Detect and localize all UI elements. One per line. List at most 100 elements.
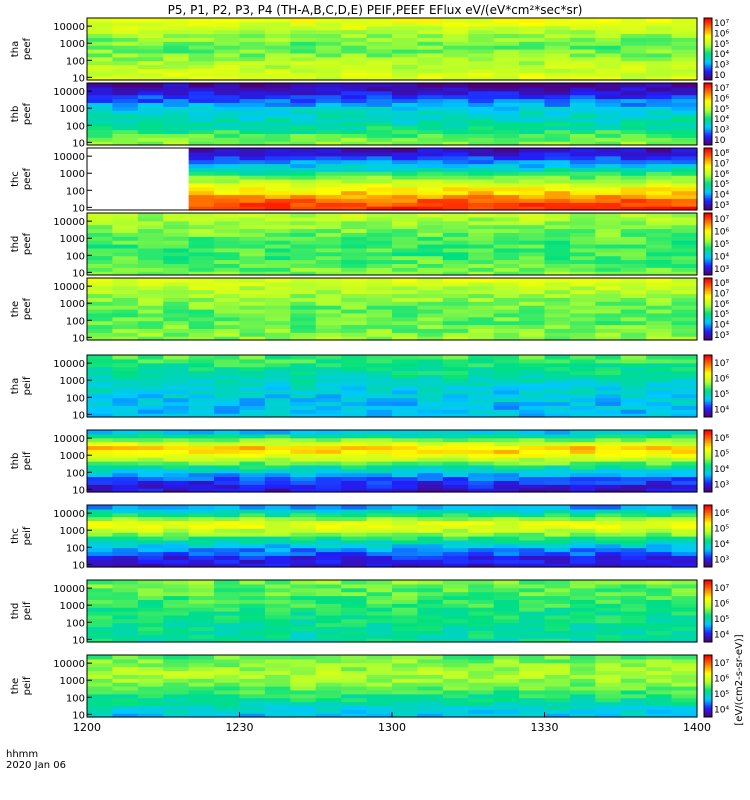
heatmap-cell xyxy=(493,60,520,66)
heatmap-cell xyxy=(595,464,622,470)
heatmap-cell xyxy=(290,697,317,703)
heatmap-cell xyxy=(442,528,469,533)
heatmap-cell xyxy=(290,102,317,107)
heatmap-cell xyxy=(620,705,647,710)
heatmap-cell xyxy=(519,666,546,672)
heatmap-cell xyxy=(417,678,444,683)
heatmap-cell xyxy=(569,151,596,157)
heatmap-cell xyxy=(315,90,342,96)
heatmap-cell xyxy=(442,110,469,115)
heatmap-cell xyxy=(646,445,673,450)
heatmap-cell xyxy=(595,587,622,593)
heatmap-cell xyxy=(188,171,215,176)
heatmap-cell xyxy=(595,175,622,180)
heatmap-cell xyxy=(569,117,596,123)
heatmap-cell xyxy=(366,468,393,474)
heatmap-cell xyxy=(341,374,368,379)
heatmap-cell xyxy=(646,206,673,211)
heatmap-cell xyxy=(239,607,266,612)
y-tick-label: 10000 xyxy=(53,87,85,98)
heatmap-cell xyxy=(188,607,215,612)
heatmap-cell xyxy=(595,305,622,310)
heatmap-cell xyxy=(366,559,393,564)
heatmap-cell xyxy=(468,175,495,180)
heatmap-cell xyxy=(519,445,546,450)
heatmap-cell xyxy=(417,216,444,222)
heatmap-cell xyxy=(417,21,444,27)
colorbar-segment xyxy=(704,179,712,182)
heatmap-cell xyxy=(595,441,622,447)
heatmap-cell xyxy=(239,271,266,276)
heatmap-cell xyxy=(671,110,698,115)
heatmap-cell xyxy=(137,401,164,406)
colorbar-segment xyxy=(704,154,712,157)
heatmap-cell xyxy=(264,709,291,714)
heatmap-cell xyxy=(468,413,495,418)
heatmap-cell xyxy=(366,202,393,207)
heatmap-cell xyxy=(620,240,647,245)
heatmap-cell xyxy=(468,713,495,718)
heatmap-cell xyxy=(366,25,393,31)
heatmap-cell xyxy=(163,678,190,683)
colorbar-segment xyxy=(704,304,712,307)
heatmap-cell xyxy=(493,255,520,261)
heatmap-cell xyxy=(341,355,368,360)
heatmap-cell xyxy=(646,449,673,454)
heatmap-cell xyxy=(264,634,291,639)
heatmap-cell xyxy=(519,705,546,710)
heatmap-cell xyxy=(214,289,241,295)
heatmap-cell xyxy=(468,141,495,146)
heatmap-cell xyxy=(315,281,342,287)
heatmap-cell xyxy=(315,328,342,333)
heatmap-cell xyxy=(493,90,520,96)
heatmap-cell xyxy=(366,259,393,264)
heatmap-cell xyxy=(620,362,647,368)
heatmap-cell xyxy=(315,94,342,100)
heatmap-cell xyxy=(544,488,571,493)
heatmap-cell xyxy=(468,83,495,88)
heatmap-cell xyxy=(137,701,164,706)
heatmap-cell xyxy=(569,33,596,38)
heatmap-cell xyxy=(493,464,520,470)
heatmap-cell xyxy=(595,255,622,261)
heatmap-cell xyxy=(87,445,114,450)
heatmap-cell xyxy=(392,397,419,403)
heatmap-cell xyxy=(519,528,546,533)
heatmap-cell xyxy=(290,224,317,230)
heatmap-cell xyxy=(341,94,368,100)
heatmap-cell xyxy=(239,655,266,660)
colorbar-segment xyxy=(704,262,712,265)
heatmap-cell xyxy=(290,263,317,268)
heatmap-cell xyxy=(239,309,266,314)
heatmap-cell xyxy=(544,236,571,241)
heatmap-cell xyxy=(671,155,698,161)
heatmap-cell xyxy=(468,626,495,631)
heatmap-cell xyxy=(671,449,698,454)
heatmap-cell xyxy=(468,182,495,188)
colorbar-segment xyxy=(704,698,712,701)
colorbar-segment xyxy=(704,169,712,172)
heatmap-cell xyxy=(595,102,622,107)
heatmap-cell xyxy=(264,285,291,291)
heatmap-cell xyxy=(341,580,368,585)
heatmap-cell xyxy=(519,213,546,218)
heatmap-cell xyxy=(569,445,596,450)
heatmap-cell xyxy=(544,76,571,81)
heatmap-cell xyxy=(366,532,393,537)
heatmap-cell xyxy=(646,709,673,714)
heatmap-cell xyxy=(646,437,673,443)
heatmap-cell xyxy=(264,547,291,553)
heatmap-cell xyxy=(620,528,647,533)
heatmap-cell xyxy=(544,555,571,560)
heatmap-cell xyxy=(87,559,114,564)
heatmap-cell xyxy=(239,324,266,329)
heatmap-cell xyxy=(137,320,164,326)
heatmap-cell xyxy=(264,94,291,100)
heatmap-cell xyxy=(290,508,317,514)
heatmap-cell xyxy=(315,449,342,454)
heatmap-cell xyxy=(519,328,546,333)
colorbar-segment xyxy=(704,655,712,658)
heatmap-cell xyxy=(214,86,241,92)
heatmap-cell xyxy=(620,163,647,168)
